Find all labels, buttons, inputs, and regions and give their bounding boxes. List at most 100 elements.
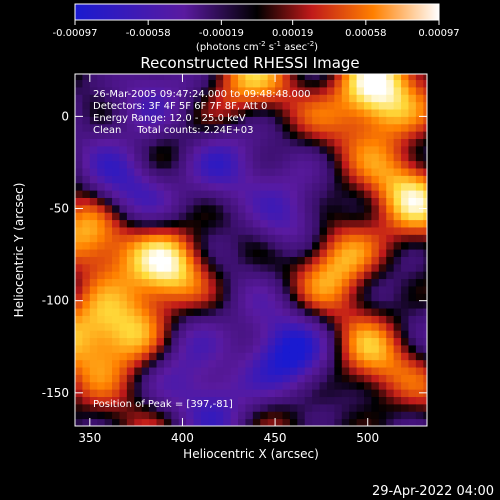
heatmap-cell <box>297 94 306 103</box>
heatmap-cell <box>341 79 350 88</box>
heatmap-cell <box>319 315 328 324</box>
heatmap-cell <box>223 337 232 346</box>
heatmap-cell <box>282 359 291 368</box>
heatmap-cell <box>112 167 120 176</box>
heatmap-cell <box>186 278 195 287</box>
heatmap-cell <box>334 344 343 353</box>
heatmap-cell <box>112 204 120 213</box>
heatmap-cell <box>238 101 246 110</box>
heatmap-cell <box>408 411 417 420</box>
heatmap-cell <box>238 367 246 375</box>
heatmap-cell <box>193 344 202 353</box>
heatmap-cell <box>193 285 202 294</box>
heatmap-cell <box>126 153 135 162</box>
heatmap-cell <box>356 226 365 235</box>
heatmap-cell <box>282 256 291 265</box>
heatmap-cell <box>378 204 387 213</box>
heatmap-cell <box>289 418 298 426</box>
heatmap-cell <box>378 212 387 221</box>
heatmap-cell <box>252 308 261 316</box>
heatmap-cell <box>408 234 417 243</box>
heatmap-cell <box>75 167 83 176</box>
heatmap-cell <box>75 197 83 206</box>
heatmap-cell <box>371 418 380 426</box>
heatmap-cell <box>200 101 209 110</box>
heatmap-cell <box>119 418 128 426</box>
heatmap-cell <box>75 234 83 243</box>
heatmap-cell <box>186 271 195 280</box>
heatmap-cell <box>97 109 106 117</box>
heatmap-cell <box>423 182 427 191</box>
heatmap-cell <box>104 138 113 147</box>
heatmap-cell <box>304 160 313 169</box>
heatmap-cell <box>156 123 165 132</box>
heatmap-cell <box>282 204 291 213</box>
heatmap-cell <box>275 308 283 316</box>
heatmap-cell <box>393 344 402 353</box>
heatmap-cell <box>223 322 232 331</box>
heatmap-cell <box>186 308 195 316</box>
heatmap-cell <box>260 74 269 81</box>
heatmap-cell <box>341 190 350 198</box>
heatmap-cell <box>282 315 291 324</box>
heatmap-cell <box>163 241 172 250</box>
heatmap-cell <box>260 234 269 243</box>
heatmap-cell <box>260 396 269 405</box>
heatmap-cell <box>401 226 409 235</box>
heatmap-cell <box>267 337 276 346</box>
heatmap-cell <box>341 300 350 309</box>
heatmap-cell <box>386 116 395 125</box>
heatmap-cell <box>341 315 350 324</box>
heatmap-cell <box>163 271 172 280</box>
heatmap-cell <box>349 374 358 383</box>
heatmap-cell <box>230 197 239 206</box>
heatmap-cell <box>245 175 254 184</box>
heatmap-cell <box>119 241 128 250</box>
heatmap-cell <box>75 190 83 198</box>
heatmap-cell <box>275 101 283 110</box>
heatmap-cell <box>415 315 424 324</box>
heatmap-cell <box>275 131 283 140</box>
heatmap-cell <box>275 322 283 331</box>
heatmap-cell <box>393 109 402 117</box>
heatmap-cell <box>297 411 306 420</box>
heatmap-cell <box>371 403 380 412</box>
heatmap-cell <box>341 263 350 272</box>
heatmap-cell <box>356 123 365 132</box>
heatmap-cell <box>349 241 358 250</box>
heatmap-cell <box>378 160 387 169</box>
heatmap-cell <box>334 403 343 412</box>
heatmap-cell <box>89 381 98 390</box>
heatmap-cell <box>149 249 158 257</box>
heatmap-cell <box>223 344 232 353</box>
heatmap-cell <box>386 197 395 206</box>
heatmap-cell <box>289 190 298 198</box>
heatmap-cell <box>163 138 172 147</box>
heatmap-cell <box>119 300 128 309</box>
heatmap-cell <box>349 308 358 316</box>
heatmap-cell <box>267 182 276 191</box>
heatmap-cell <box>319 153 328 162</box>
heatmap-cell <box>200 226 209 235</box>
heatmap-cell <box>223 352 232 361</box>
heatmap-cell <box>401 116 409 125</box>
heatmap-cell <box>82 204 91 213</box>
heatmap-cell <box>356 131 365 140</box>
heatmap-cell <box>267 278 276 287</box>
heatmap-cell <box>223 403 232 412</box>
heatmap-cell <box>275 315 283 324</box>
heatmap-cell <box>193 241 202 250</box>
heatmap-cell <box>186 204 195 213</box>
heatmap-cell <box>126 123 135 132</box>
heatmap-cell <box>356 153 365 162</box>
heatmap-cell <box>341 344 350 353</box>
heatmap-cell <box>334 153 343 162</box>
heatmap-cell <box>341 367 350 375</box>
heatmap-cell <box>223 234 232 243</box>
heatmap-cell <box>415 74 424 81</box>
heatmap-cell <box>126 94 135 103</box>
heatmap-cell <box>304 396 313 405</box>
heatmap-cell <box>371 109 380 117</box>
heatmap-cell <box>304 197 313 206</box>
heatmap-cell <box>208 411 217 420</box>
